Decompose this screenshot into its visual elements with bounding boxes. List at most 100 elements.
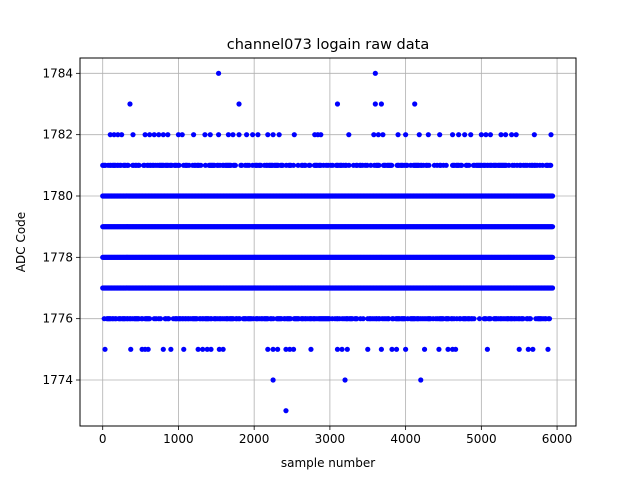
data-point — [339, 346, 345, 352]
data-point — [509, 132, 515, 138]
y-axis-label: ADC Code — [14, 212, 28, 272]
data-point — [459, 162, 465, 168]
data-point — [468, 132, 474, 138]
data-point — [244, 132, 250, 138]
data-point — [368, 162, 374, 168]
data-point — [151, 132, 157, 138]
data-point — [354, 316, 360, 322]
data-point — [160, 132, 166, 138]
data-point — [453, 346, 459, 352]
data-point — [176, 162, 182, 168]
data-point — [342, 377, 348, 383]
data-point — [239, 162, 245, 168]
plot-area-frame — [79, 57, 577, 427]
data-point — [160, 346, 166, 352]
data-point — [207, 132, 213, 138]
data-point — [181, 346, 187, 352]
data-point — [287, 316, 294, 322]
data-point — [265, 132, 271, 138]
data-point — [204, 346, 210, 352]
data-point — [283, 408, 289, 414]
data-point — [527, 316, 534, 322]
data-point — [484, 346, 490, 352]
data-point — [418, 377, 424, 383]
data-point — [425, 132, 431, 138]
data-point — [502, 132, 509, 138]
data-point — [375, 132, 381, 138]
data-point — [412, 101, 418, 107]
data-point — [403, 132, 409, 138]
data-point — [295, 162, 301, 168]
data-point — [334, 101, 341, 107]
data-point — [220, 346, 226, 352]
data-point — [275, 346, 281, 352]
chart-title: channel073 logain raw data — [227, 37, 429, 53]
data-point — [290, 346, 297, 352]
data-point — [302, 162, 308, 168]
data-point — [258, 162, 264, 168]
data-point — [372, 101, 378, 107]
data-point — [128, 346, 134, 352]
data-point — [215, 132, 222, 138]
data-point — [346, 162, 352, 168]
data-point — [436, 346, 442, 352]
data-point — [216, 346, 222, 352]
data-point — [290, 162, 297, 168]
x-tick-label: 1000 — [163, 432, 194, 446]
data-point — [549, 285, 556, 291]
data-point — [270, 377, 276, 383]
data-point — [130, 132, 136, 138]
data-point — [549, 254, 556, 260]
data-point — [376, 162, 382, 168]
x-tick-label: 2000 — [239, 432, 270, 446]
data-point — [287, 346, 293, 352]
data-point — [378, 346, 384, 352]
data-point — [539, 162, 546, 168]
data-point — [280, 162, 286, 168]
data-point — [513, 132, 519, 138]
data-point — [166, 316, 172, 322]
data-point — [403, 346, 409, 352]
y-tick-label: 1776 — [42, 312, 73, 326]
data-point — [179, 132, 185, 138]
data-point — [255, 132, 261, 138]
y-tick-label: 1778 — [42, 250, 73, 264]
data-point — [147, 316, 153, 322]
data-point — [437, 132, 443, 138]
data-point — [127, 101, 133, 107]
data-point — [389, 162, 395, 168]
data-point — [344, 346, 350, 352]
data-point — [466, 162, 472, 168]
x-axis-label: sample number — [281, 456, 375, 470]
data-point — [136, 162, 142, 168]
y-tick-label: 1774 — [42, 373, 73, 387]
data-point — [487, 316, 494, 322]
y-tick-label: 1780 — [42, 189, 73, 203]
data-point — [200, 346, 206, 352]
data-point — [283, 346, 289, 352]
data-point — [378, 101, 384, 107]
data-point — [307, 162, 313, 168]
data-point — [487, 132, 494, 138]
y-tick-label: 1782 — [42, 128, 73, 142]
data-point — [308, 346, 314, 352]
data-point — [498, 132, 504, 138]
data-point — [395, 132, 401, 138]
data-point — [208, 346, 214, 352]
x-tick-label: 3000 — [315, 432, 346, 446]
data-point — [360, 316, 366, 322]
data-point — [270, 346, 276, 352]
data-point — [520, 316, 526, 322]
data-point — [107, 132, 113, 138]
data-point — [230, 132, 236, 138]
data-point — [237, 316, 243, 322]
data-point — [416, 132, 422, 138]
data-point — [404, 162, 410, 168]
data-point — [548, 132, 554, 138]
data-point — [545, 346, 551, 352]
data-point — [270, 316, 276, 322]
data-point — [202, 162, 208, 168]
